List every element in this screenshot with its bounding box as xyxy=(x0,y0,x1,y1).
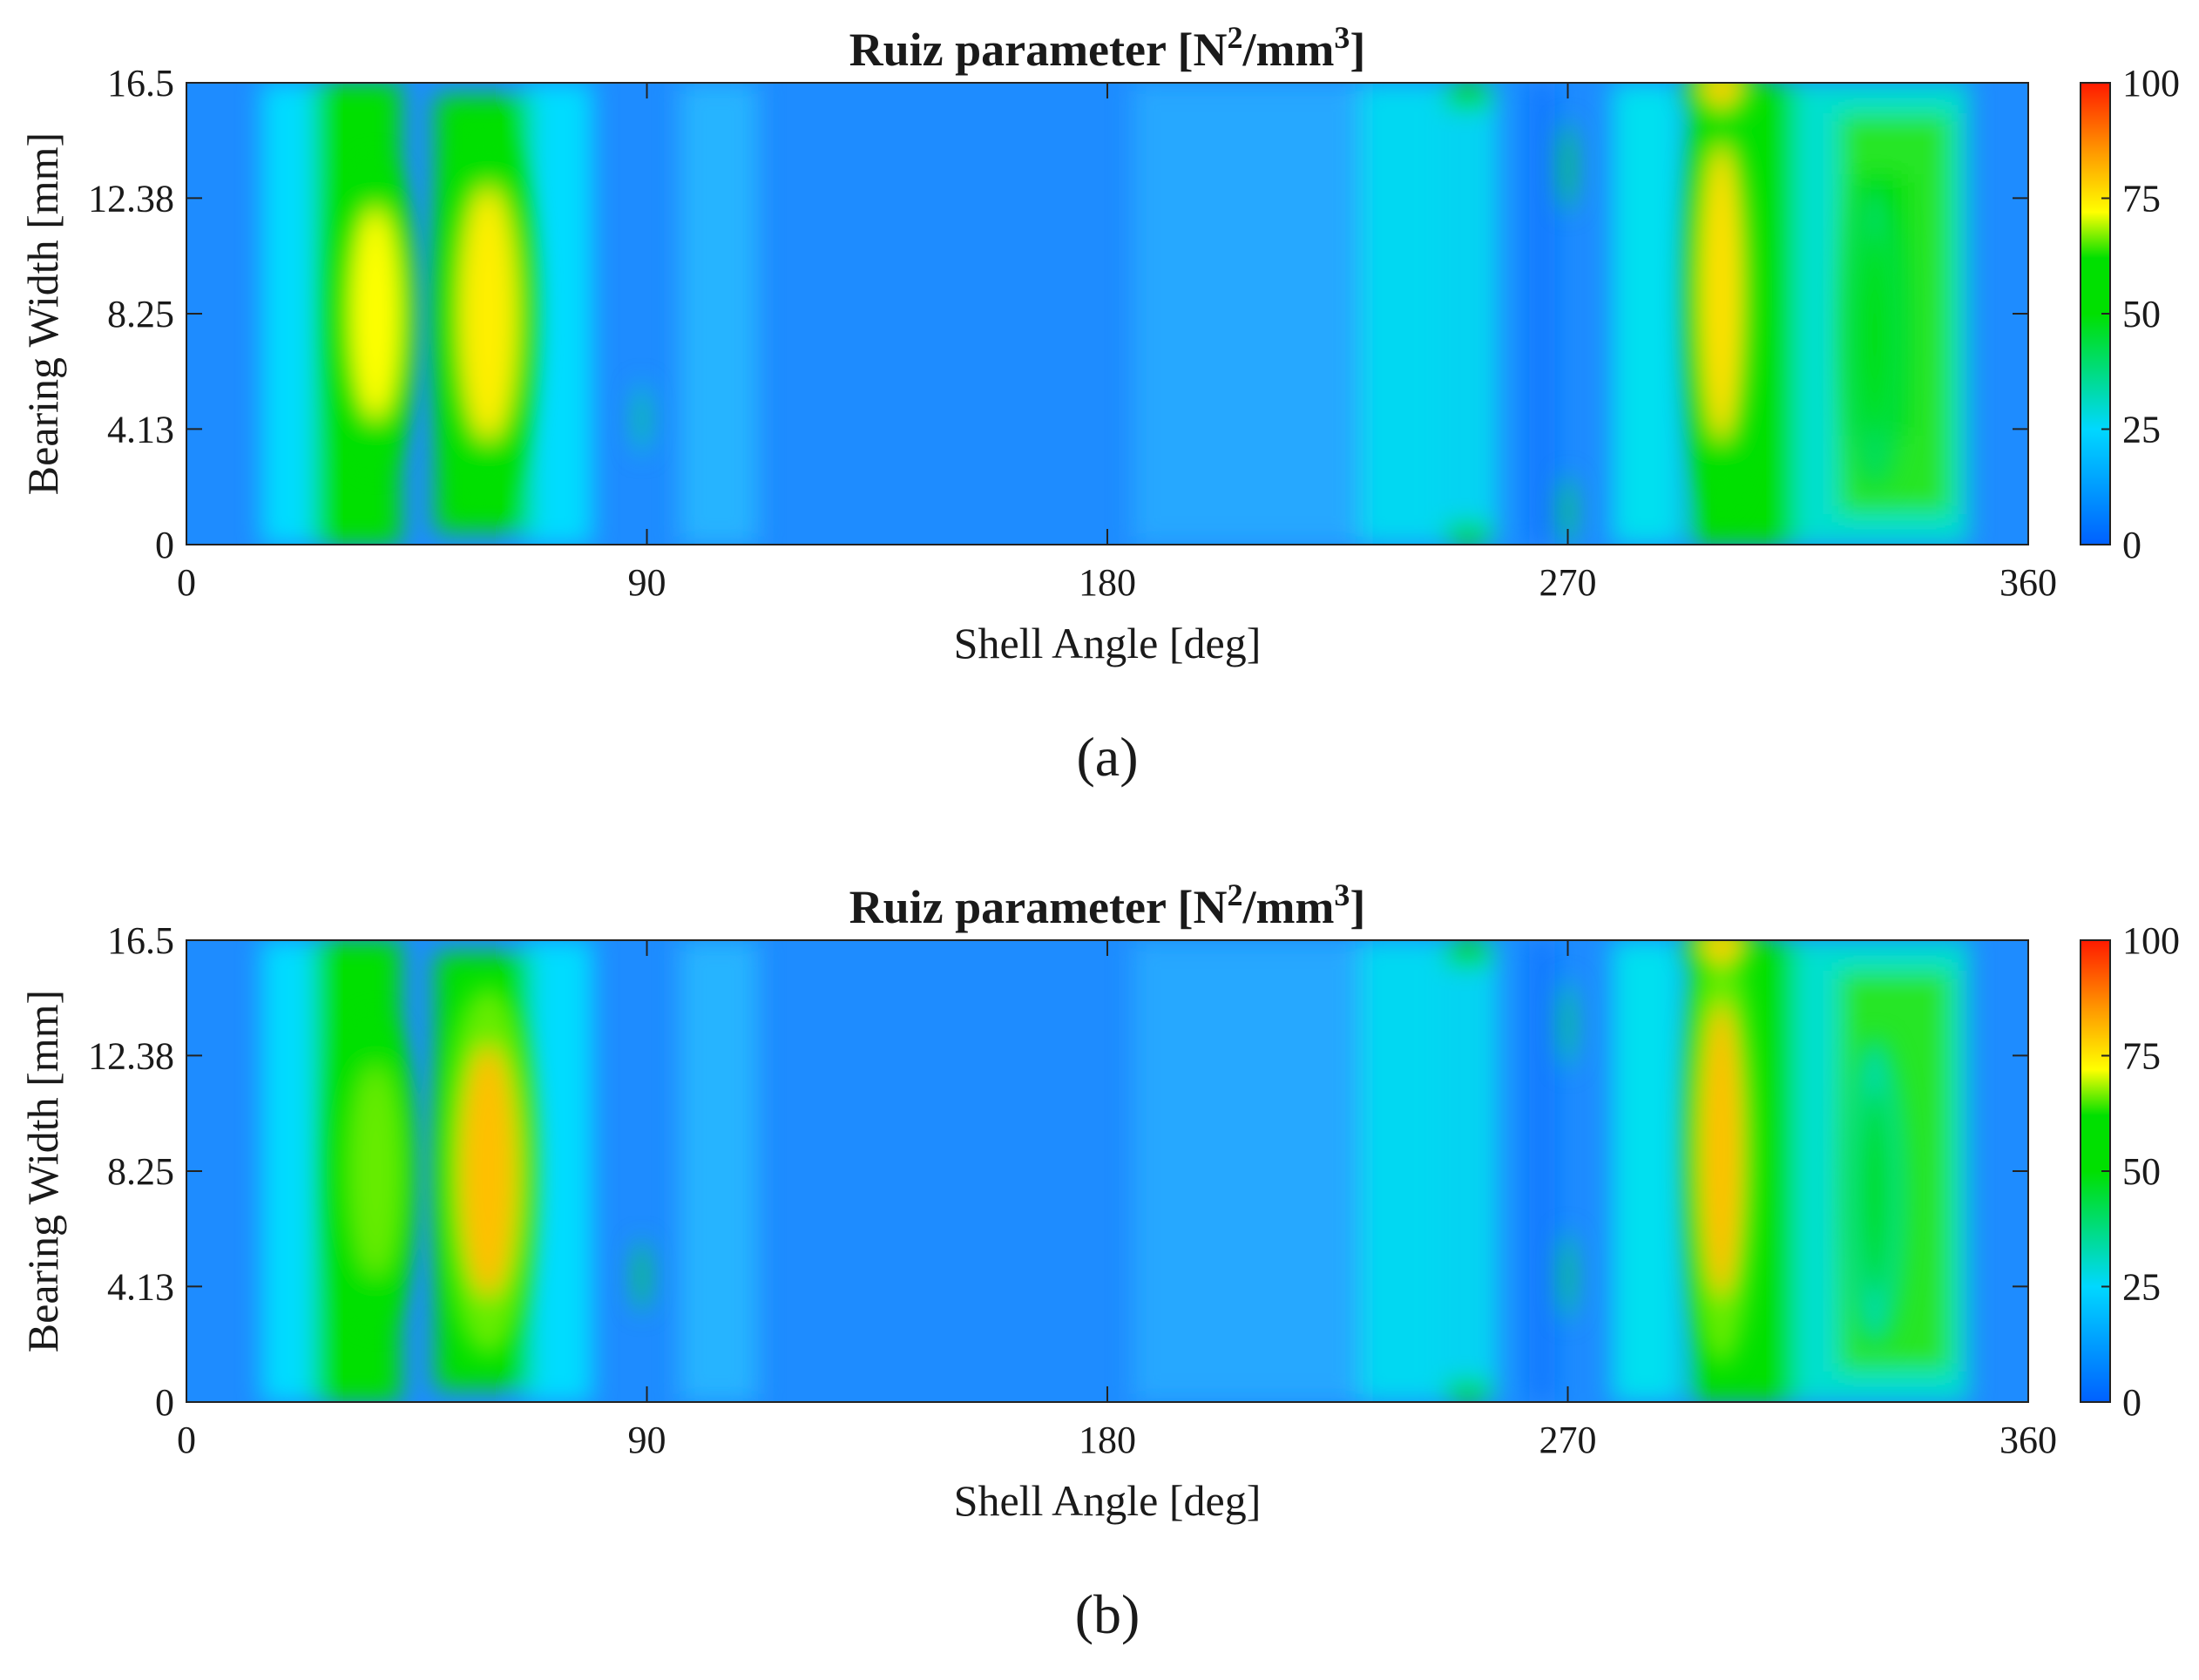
hot-spots-b xyxy=(335,940,1905,1366)
hot-spot xyxy=(1700,146,1743,440)
y-tick-label: 4.13 xyxy=(107,1265,174,1308)
colorbar-tick-label: 50 xyxy=(2122,1150,2161,1193)
hot-spot xyxy=(1564,992,1572,1056)
chart-title-a: Ruiz parameter [N2/mm3] xyxy=(849,20,1366,76)
y-tick-label: 16.5 xyxy=(107,62,174,105)
hot-spot xyxy=(350,208,402,419)
y-tick-label: 0 xyxy=(155,524,174,566)
chart-title-b: Ruiz parameter [N2/mm3] xyxy=(849,877,1366,933)
colorbar-tick-label: 75 xyxy=(2122,1035,2161,1078)
x-tick-label: 180 xyxy=(1079,561,1136,604)
chart-panel-b: Ruiz parameter [N2/mm3] xyxy=(186,877,2028,1402)
y-axis-label: Bearing Width [mm] xyxy=(18,132,67,495)
colorbar-tick-label: 0 xyxy=(2122,1381,2141,1424)
hot-spot xyxy=(1857,1087,1893,1297)
hot-spot xyxy=(1564,135,1572,199)
x-tick-label: 0 xyxy=(177,1419,196,1461)
x-tick-label: 360 xyxy=(1999,1419,2057,1461)
x-tick-label: 180 xyxy=(1079,1419,1136,1461)
y-tick-label: 4.13 xyxy=(107,408,174,450)
hot-spot xyxy=(1564,485,1572,537)
y-tick-label: 8.25 xyxy=(107,1150,174,1193)
colorbar-tick-label: 50 xyxy=(2122,293,2161,335)
y-axis-label: Bearing Width [mm] xyxy=(18,990,67,1352)
x-tick-label: 90 xyxy=(628,561,666,604)
hot-spot xyxy=(1700,940,1743,963)
hot-spot xyxy=(350,1066,402,1277)
x-axis-label: Shell Angle [deg] xyxy=(954,619,1262,667)
y-tick-label: 12.38 xyxy=(88,1034,174,1077)
y-tick-label: 0 xyxy=(155,1381,174,1424)
y-tick-label: 8.25 xyxy=(107,293,174,335)
colorbar-tick-label: 100 xyxy=(2122,62,2180,105)
x-tick-label: 270 xyxy=(1539,561,1597,604)
x-tick-label: 0 xyxy=(177,561,196,604)
hot-spot xyxy=(638,1250,646,1302)
hot-spots-a xyxy=(335,83,1905,545)
colorbar-tick-label: 0 xyxy=(2122,524,2141,566)
y-tick-label: 12.38 xyxy=(88,177,174,220)
x-tick-label: 90 xyxy=(628,1419,666,1461)
colorbar-tick-label: 25 xyxy=(2122,1266,2161,1309)
colorbar-tick-label: 25 xyxy=(2122,409,2161,451)
hot-spot xyxy=(1700,1003,1743,1297)
colorbar xyxy=(2080,939,2111,1403)
heatmap-plot-area-b xyxy=(186,940,2028,1402)
chart-overlay: 0 90 180 270 360 0 4.13 8.25 12.38 16.5 Shell Angl… xyxy=(18,62,2180,1645)
panel-label: (a) xyxy=(1076,726,1138,788)
hot-spot xyxy=(459,1045,518,1297)
panel-label: (b) xyxy=(1075,1583,1140,1645)
hot-spot xyxy=(1857,229,1893,440)
colorbar-tick-label: 75 xyxy=(2122,178,2161,220)
heatmap-plot-area-a xyxy=(186,83,2028,545)
hot-spot xyxy=(1700,83,1743,105)
colorbar-tick-label: 100 xyxy=(2122,919,2180,962)
x-tick-label: 360 xyxy=(1999,561,2057,604)
y-tick-label: 16.5 xyxy=(107,919,174,962)
x-axis-label: Shell Angle [deg] xyxy=(954,1476,1262,1525)
hot-spot xyxy=(638,393,646,444)
hot-spot xyxy=(1564,1244,1572,1308)
hot-spot xyxy=(459,187,518,440)
x-tick-label: 270 xyxy=(1539,1419,1597,1461)
chart-panel-a: Ruiz parameter [N2/mm3] xyxy=(186,20,2028,545)
